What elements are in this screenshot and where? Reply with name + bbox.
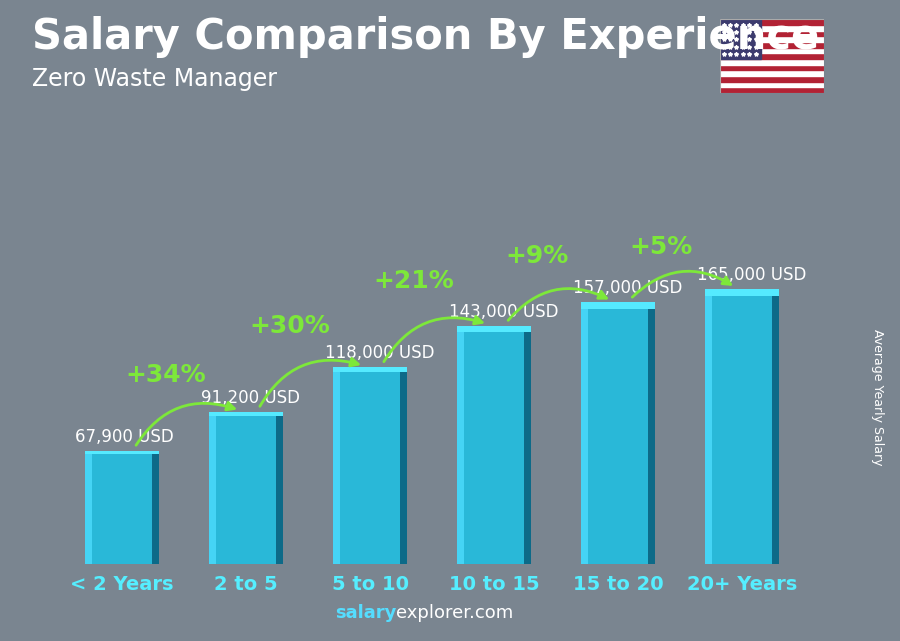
Bar: [720, 37, 824, 42]
Bar: [705, 289, 779, 296]
Bar: [209, 412, 284, 416]
Bar: [720, 42, 824, 47]
Bar: [720, 65, 824, 71]
Text: explorer.com: explorer.com: [396, 604, 513, 622]
Bar: [275, 412, 284, 564]
Text: 143,000 USD: 143,000 USD: [449, 303, 559, 320]
Bar: [705, 289, 712, 564]
Bar: [720, 87, 824, 93]
Bar: [771, 289, 779, 564]
Bar: [152, 451, 159, 564]
Text: +34%: +34%: [125, 363, 206, 387]
Bar: [720, 59, 824, 65]
Bar: [705, 289, 779, 564]
Text: Zero Waste Manager: Zero Waste Manager: [32, 67, 276, 91]
Bar: [720, 19, 761, 59]
Text: +21%: +21%: [373, 269, 454, 293]
Text: Average Yearly Salary: Average Yearly Salary: [871, 329, 884, 465]
Text: +5%: +5%: [630, 235, 693, 260]
Bar: [333, 367, 407, 372]
Text: salary: salary: [335, 604, 396, 622]
Text: 118,000 USD: 118,000 USD: [326, 344, 435, 362]
Text: +30%: +30%: [249, 313, 330, 338]
Bar: [333, 367, 340, 564]
Text: Salary Comparison By Experience: Salary Comparison By Experience: [32, 16, 819, 58]
Text: 67,900 USD: 67,900 USD: [75, 428, 174, 446]
Bar: [85, 451, 159, 454]
Bar: [524, 326, 531, 564]
Bar: [209, 412, 284, 564]
Bar: [85, 451, 93, 564]
Bar: [720, 47, 824, 53]
Bar: [720, 31, 824, 37]
Bar: [209, 412, 216, 564]
Bar: [457, 326, 464, 564]
Bar: [720, 76, 824, 81]
Bar: [720, 25, 824, 31]
Bar: [333, 367, 407, 564]
Bar: [580, 303, 655, 564]
Bar: [580, 303, 655, 309]
Text: 91,200 USD: 91,200 USD: [202, 389, 301, 407]
Bar: [720, 81, 824, 87]
Bar: [720, 53, 824, 59]
Text: 157,000 USD: 157,000 USD: [573, 279, 683, 297]
Bar: [648, 303, 655, 564]
Bar: [457, 326, 531, 331]
Bar: [457, 326, 531, 564]
Bar: [580, 303, 589, 564]
Text: 165,000 USD: 165,000 USD: [698, 266, 806, 284]
Bar: [720, 19, 824, 25]
Bar: [85, 451, 159, 564]
Text: +9%: +9%: [506, 244, 569, 268]
Bar: [400, 367, 407, 564]
Bar: [720, 71, 824, 76]
